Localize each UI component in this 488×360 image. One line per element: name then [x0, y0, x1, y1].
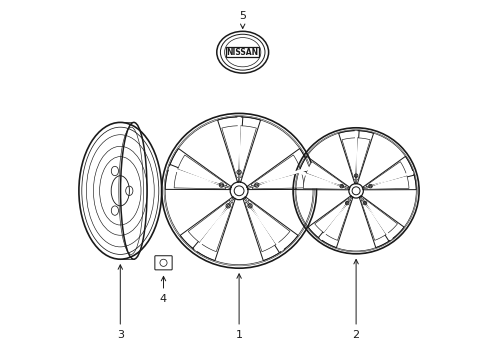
Polygon shape	[246, 166, 309, 188]
Polygon shape	[192, 198, 235, 261]
Polygon shape	[366, 173, 408, 189]
Polygon shape	[194, 198, 234, 252]
Polygon shape	[247, 200, 289, 244]
Text: 3: 3	[117, 330, 123, 340]
Polygon shape	[199, 202, 233, 252]
Polygon shape	[244, 198, 284, 252]
Polygon shape	[244, 197, 298, 253]
Polygon shape	[243, 198, 285, 261]
Polygon shape	[174, 169, 225, 189]
Polygon shape	[318, 197, 352, 248]
Polygon shape	[354, 138, 369, 180]
Polygon shape	[246, 149, 310, 188]
Polygon shape	[297, 156, 349, 188]
Polygon shape	[362, 156, 413, 188]
Polygon shape	[365, 162, 406, 187]
Polygon shape	[352, 131, 373, 184]
Polygon shape	[237, 117, 241, 183]
Polygon shape	[250, 155, 301, 186]
Polygon shape	[244, 202, 278, 252]
Polygon shape	[305, 162, 346, 187]
Polygon shape	[354, 131, 357, 184]
Polygon shape	[341, 138, 357, 180]
Polygon shape	[295, 169, 349, 190]
Polygon shape	[359, 196, 392, 240]
Polygon shape	[363, 198, 397, 234]
Polygon shape	[298, 171, 349, 189]
Polygon shape	[319, 196, 351, 240]
Text: 4: 4	[160, 294, 167, 304]
FancyBboxPatch shape	[155, 256, 172, 270]
Polygon shape	[314, 198, 348, 234]
Text: 2: 2	[352, 330, 359, 340]
Polygon shape	[168, 166, 231, 188]
Polygon shape	[362, 171, 413, 189]
Polygon shape	[360, 200, 387, 240]
Polygon shape	[360, 195, 403, 241]
Polygon shape	[358, 197, 393, 248]
Polygon shape	[362, 169, 415, 190]
Polygon shape	[338, 131, 358, 184]
Polygon shape	[237, 126, 256, 177]
Polygon shape	[217, 117, 243, 183]
Polygon shape	[176, 155, 227, 186]
Polygon shape	[180, 197, 233, 253]
Polygon shape	[235, 117, 260, 183]
Polygon shape	[307, 195, 351, 241]
Polygon shape	[167, 149, 231, 188]
Polygon shape	[165, 165, 230, 190]
Text: NISSAN: NISSAN	[226, 48, 258, 57]
Polygon shape	[188, 200, 230, 244]
Polygon shape	[303, 173, 345, 189]
Polygon shape	[252, 169, 304, 189]
Text: 5: 5	[239, 11, 245, 21]
Polygon shape	[222, 126, 240, 177]
Polygon shape	[247, 165, 312, 190]
Polygon shape	[323, 200, 350, 240]
Text: 1: 1	[235, 330, 242, 340]
